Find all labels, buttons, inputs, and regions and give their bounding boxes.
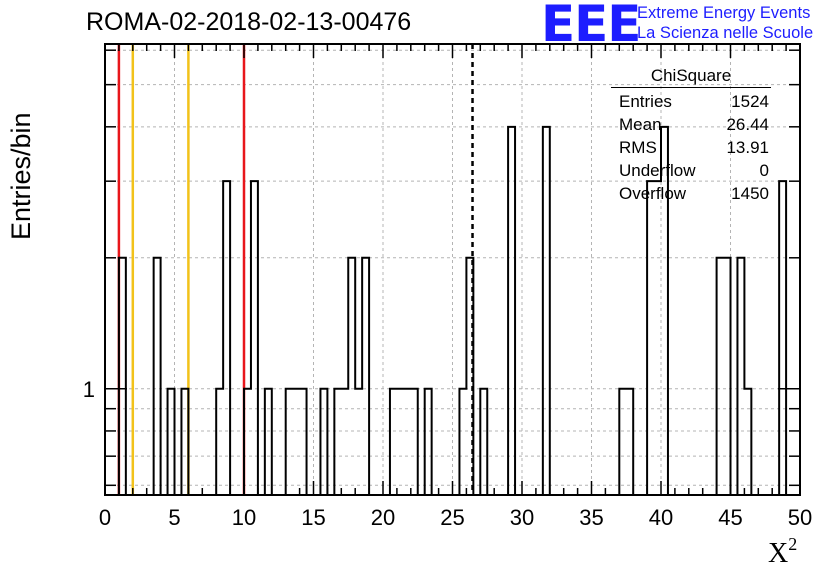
x-tick-label: 15 (301, 505, 325, 530)
x-tick-label: 20 (371, 505, 395, 530)
stats-value: 26.44 (726, 115, 769, 134)
axis-ticks (104, 44, 801, 495)
stats-label: Entries (619, 92, 672, 111)
stats-value: 0 (759, 161, 769, 180)
stats-row-underflow: Underflow 0 (611, 159, 771, 182)
stats-value: 13.91 (726, 138, 769, 157)
stats-row-mean: Mean 26.44 (611, 113, 771, 136)
eee-logo: EEE (541, 0, 641, 53)
x-tick-label: 50 (788, 505, 812, 530)
logo-caption: Extreme Energy Events La Scienza nelle S… (637, 3, 813, 43)
x-tick-label: 30 (510, 505, 534, 530)
x-axis-label-base: X (768, 538, 789, 569)
stats-title: ChiSquare (611, 66, 771, 88)
stats-row-rms: RMS 13.91 (611, 136, 771, 159)
x-tick-label: 5 (168, 505, 180, 530)
x-axis-label-superscript: 2 (788, 534, 798, 554)
y-tick-label: 1 (83, 377, 95, 402)
stats-box: ChiSquare Entries 1524 Mean 26.44 RMS 13.91… (611, 66, 771, 205)
x-tick-label: 45 (718, 505, 742, 530)
stats-row-entries: Entries 1524 (611, 90, 771, 113)
chart-title: ROMA-02-2018-02-13-00476 (86, 8, 412, 36)
x-tick-label: 25 (440, 505, 464, 530)
x-tick-label: 10 (232, 505, 256, 530)
stats-label: RMS (619, 138, 657, 157)
logo-line-1: Extreme Energy Events (637, 4, 811, 22)
stats-value: 1450 (731, 184, 769, 203)
stats-label: Underflow (619, 161, 696, 180)
stats-label: Overflow (619, 184, 687, 203)
y-axis-label: Entries/bin (6, 112, 36, 240)
reference-lines (117, 44, 474, 495)
y-tick-labels: 1 (83, 377, 95, 402)
x-tick-label: 35 (579, 505, 603, 530)
stats-row-overflow: Overflow 1450 (611, 182, 771, 205)
x-tick-labels: 0 5 10 15 20 25 30 35 40 45 50 (99, 505, 812, 530)
logo-line-2: La Scienza nelle Scuole (637, 24, 814, 42)
x-tick-label: 40 (649, 505, 673, 530)
x-tick-label: 0 (99, 505, 111, 530)
stats-value: 1524 (731, 92, 769, 111)
x-axis-label: X2 (768, 534, 797, 570)
stats-label: Mean (619, 115, 662, 134)
